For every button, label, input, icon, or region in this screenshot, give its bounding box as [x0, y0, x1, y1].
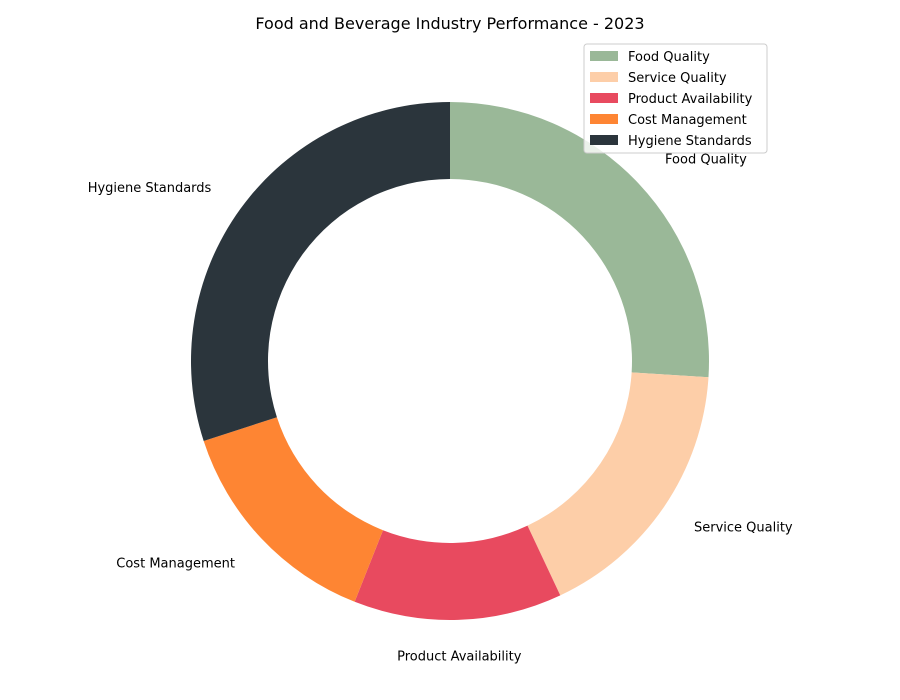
legend-label-food-quality: Food Quality	[628, 50, 710, 65]
slice-cost-management	[203, 417, 384, 602]
legend-swatch-hygiene-standards	[590, 135, 618, 145]
legend-label-service-quality: Service Quality	[628, 71, 727, 86]
legend-label-hygiene-standards: Hygiene Standards	[628, 134, 752, 149]
slice-label-hygiene-standards: Hygiene Standards	[88, 181, 212, 196]
legend-swatch-food-quality	[590, 51, 618, 61]
slice-label-cost-management: Cost Management	[116, 556, 235, 571]
legend-swatch-cost-management	[590, 114, 618, 124]
slice-product-availability	[354, 525, 561, 621]
legend-box	[583, 43, 768, 154]
slice-hygiene-standards	[190, 102, 450, 442]
donut-slices	[190, 102, 709, 621]
slice-label-product-availability: Product Availability	[397, 649, 522, 664]
chart-title: Food and Beverage Industry Performance -…	[255, 14, 644, 33]
slice-service-quality	[527, 372, 709, 596]
slice-labels: Food Quality Service Quality Product Avail…	[88, 153, 793, 665]
legend-label-cost-management: Cost Management	[628, 113, 747, 128]
slice-food-quality	[450, 102, 709, 378]
slice-label-service-quality: Service Quality	[694, 520, 793, 535]
legend-swatch-service-quality	[590, 72, 618, 82]
slice-label-food-quality: Food Quality	[665, 153, 747, 168]
legend: Food Quality Service Quality Product Avail…	[583, 43, 768, 154]
legend-swatch-product-availability	[590, 93, 618, 103]
legend-label-product-availability: Product Availability	[628, 92, 753, 107]
